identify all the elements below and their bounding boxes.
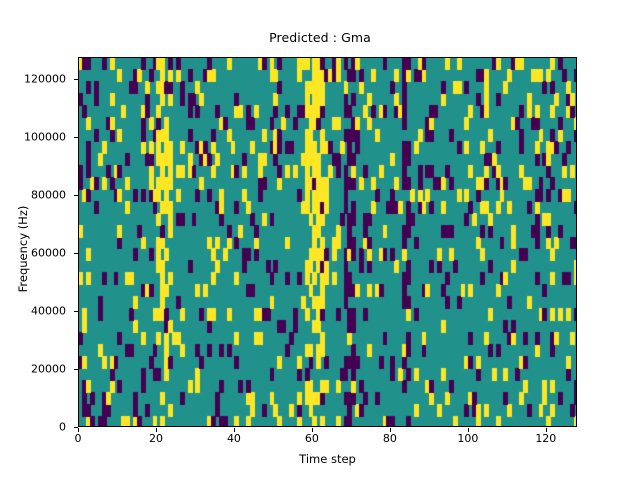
x-axis-label: Time step (299, 452, 356, 466)
x-tick-label: 120 (535, 432, 557, 445)
x-tick-label: 40 (226, 432, 241, 445)
x-tick-mark (234, 428, 235, 432)
y-tick-label: 20000 (31, 362, 66, 376)
y-tick-label: 80000 (31, 188, 66, 202)
x-tick-label: 20 (148, 432, 163, 445)
y-tick-mark (74, 195, 78, 196)
x-tick-label: 60 (304, 432, 319, 445)
y-tick-mark (74, 137, 78, 138)
y-tick-mark (74, 427, 78, 428)
chart-title: Predicted : Gma (269, 30, 371, 45)
y-tick-label: 40000 (31, 304, 66, 318)
heatmap-canvas (79, 58, 576, 426)
heatmap-axes (78, 57, 577, 427)
x-tick-label: 100 (457, 432, 479, 445)
y-tick-label: 120000 (24, 72, 66, 86)
x-tick-mark (546, 428, 547, 432)
x-tick-label: 80 (382, 432, 397, 445)
x-tick-mark (78, 428, 79, 432)
y-tick-mark (74, 79, 78, 80)
x-tick-label: 0 (74, 432, 82, 445)
y-tick-label: 0 (59, 420, 66, 434)
x-tick-mark (156, 428, 157, 432)
y-tick-mark (74, 253, 78, 254)
y-tick-label: 100000 (24, 130, 66, 144)
y-tick-mark (74, 369, 78, 370)
y-tick-label: 60000 (31, 246, 66, 260)
x-tick-mark (390, 428, 391, 432)
y-axis-label: Frequency (Hz) (16, 205, 30, 293)
y-tick-mark (74, 311, 78, 312)
x-tick-mark (468, 428, 469, 432)
x-tick-mark (312, 428, 313, 432)
